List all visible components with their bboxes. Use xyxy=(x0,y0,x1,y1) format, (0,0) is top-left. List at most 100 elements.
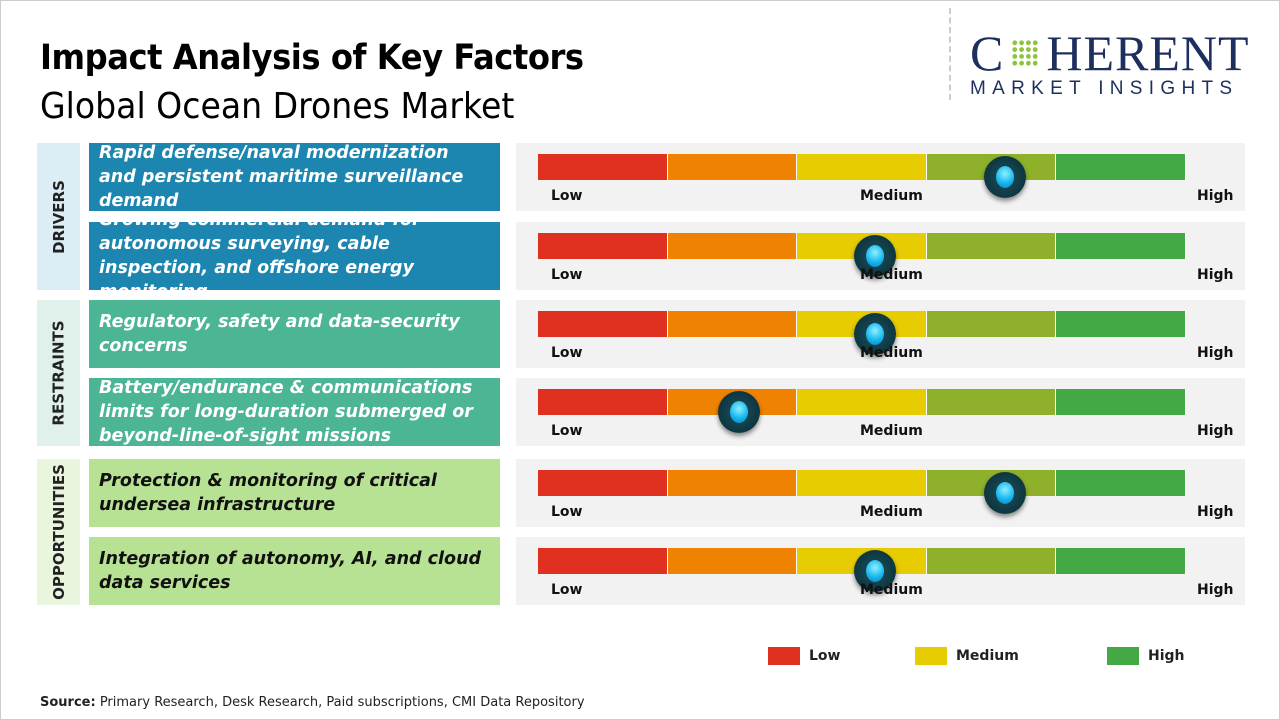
logo-dot xyxy=(1033,54,1038,59)
scale-medium-label: Medium xyxy=(860,504,923,520)
gauge-segment xyxy=(797,154,927,180)
logo-dot xyxy=(1026,54,1032,59)
gauge-bar xyxy=(538,470,1186,514)
legend-label: Low xyxy=(809,648,841,664)
gauge-segment xyxy=(667,154,798,180)
logo-dot xyxy=(1033,60,1038,66)
source-label: Source: xyxy=(40,695,96,710)
logo-dot xyxy=(1026,40,1032,46)
scale-low-label: Low xyxy=(551,504,583,520)
gauge-segment xyxy=(538,389,668,415)
scale-low-label: Low xyxy=(551,188,583,204)
category-opportunities: OPPORTUNITIES xyxy=(37,459,80,605)
impact-gauge: Low Medium High xyxy=(516,143,1245,211)
gauge-segment xyxy=(1056,154,1186,180)
impact-gauge: Low Medium High xyxy=(516,537,1245,605)
category-label: DRIVERS xyxy=(49,179,68,254)
impact-indicator-knob xyxy=(983,472,1026,514)
scale-medium-label: Medium xyxy=(860,267,923,283)
scale-high-label: High xyxy=(1197,267,1234,283)
gauge-bar xyxy=(538,548,1186,592)
logo-word: HERENT xyxy=(1046,25,1250,81)
impact-indicator-knob xyxy=(983,156,1026,198)
legend-swatch xyxy=(915,647,947,665)
scale-high-label: High xyxy=(1197,345,1234,361)
impact-gauge: Low Medium High xyxy=(516,459,1245,527)
gauge-segment xyxy=(1056,470,1186,496)
logo-dot xyxy=(1019,47,1025,52)
impact-gauge: Low Medium High xyxy=(516,378,1245,446)
category-restraints: RESTRAINTS xyxy=(37,300,80,446)
gauge-segment xyxy=(797,470,927,496)
factor-text: Regulatory, safety and data-security con… xyxy=(89,300,500,368)
logo-dot xyxy=(1012,60,1018,66)
scale-high-label: High xyxy=(1197,504,1234,520)
logo-dot xyxy=(1033,47,1038,52)
gauge-segment xyxy=(538,470,668,496)
gauge-segment xyxy=(538,548,668,574)
impact-indicator-knob xyxy=(853,313,896,355)
globe-dots-icon xyxy=(1012,40,1038,66)
gauge-segment xyxy=(538,233,668,259)
legend-item: Medium xyxy=(915,647,1019,665)
gauge-segment xyxy=(926,233,1057,259)
scale-medium-label: Medium xyxy=(860,423,923,439)
gauge-segment xyxy=(538,154,668,180)
legend-label: Medium xyxy=(956,648,1019,664)
gauge-segment xyxy=(797,389,927,415)
impact-gauge: Low Medium High xyxy=(516,300,1245,368)
source-text: Primary Research, Desk Research, Paid su… xyxy=(95,695,585,710)
scale-high-label: High xyxy=(1197,423,1234,439)
gauge-bar xyxy=(538,233,1186,277)
gauge-segment xyxy=(538,311,668,337)
gauge-segment xyxy=(1056,311,1186,337)
scale-high-label: High xyxy=(1197,188,1234,204)
gauge-bar xyxy=(538,154,1186,198)
gauge-segment xyxy=(926,311,1057,337)
gauge-bar xyxy=(538,311,1186,355)
gauge-segment xyxy=(667,548,798,574)
logo-dot xyxy=(1012,54,1018,59)
logo-divider xyxy=(949,8,951,100)
logo-dot xyxy=(1026,60,1032,66)
impact-indicator-knob xyxy=(853,235,896,277)
factor-text: Growing commercial demand for autonomous… xyxy=(89,210,500,302)
scale-low-label: Low xyxy=(551,582,583,598)
gauge-segment xyxy=(667,470,798,496)
gauge-segment xyxy=(1056,389,1186,415)
logo-dot xyxy=(1019,40,1025,46)
category-label: RESTRAINTS xyxy=(49,320,68,426)
scale-low-label: Low xyxy=(551,345,583,361)
logo-tagline: MARKET INSIGHTS xyxy=(970,78,1239,99)
legend-item: High xyxy=(1107,647,1185,665)
gauge-segment xyxy=(1056,548,1186,574)
category-label: OPPORTUNITIES xyxy=(49,464,68,600)
scale-high-label: High xyxy=(1197,582,1234,598)
legend-swatch xyxy=(1107,647,1139,665)
logo-dot xyxy=(1012,40,1018,46)
logo-letter: C xyxy=(970,25,1005,81)
legend-swatch xyxy=(768,647,800,665)
logo-dot xyxy=(1019,54,1025,59)
factor-text: Rapid defense/naval modernization and pe… xyxy=(89,143,500,211)
scale-medium-label: Medium xyxy=(860,345,923,361)
factor-text: Protection & monitoring of critical unde… xyxy=(89,459,500,527)
logo-dot xyxy=(1019,60,1025,66)
factor-text: Integration of autonomy, AI, and cloud d… xyxy=(89,537,500,605)
logo-dot xyxy=(1026,47,1032,52)
page-subtitle: Global Ocean Drones Market xyxy=(40,86,515,127)
legend-label: High xyxy=(1148,648,1185,664)
gauge-segment xyxy=(1056,233,1186,259)
gauge-segment xyxy=(667,311,798,337)
logo-dot xyxy=(1033,40,1038,46)
scale-medium-label: Medium xyxy=(860,582,923,598)
scale-low-label: Low xyxy=(551,267,583,283)
logo: C HERENT MARKET INSIGHTS xyxy=(970,28,1260,100)
gauge-bar xyxy=(538,389,1186,433)
scale-medium-label: Medium xyxy=(860,188,923,204)
category-drivers: DRIVERS xyxy=(37,143,80,290)
impact-indicator-knob xyxy=(717,391,760,433)
scale-low-label: Low xyxy=(551,423,583,439)
factor-text: Battery/endurance & communications limit… xyxy=(89,378,500,446)
source-note: Source: Primary Research, Desk Research,… xyxy=(40,695,585,710)
